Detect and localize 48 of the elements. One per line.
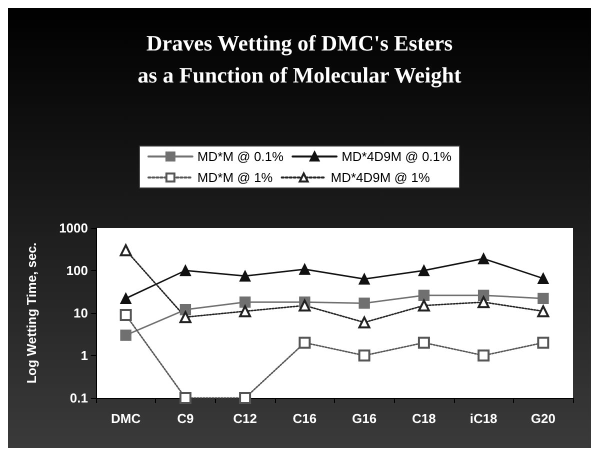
y-tick-label: 10 — [74, 306, 88, 320]
point — [537, 305, 550, 318]
point — [418, 264, 430, 276]
point — [538, 292, 549, 304]
x-tick-label: G16 — [352, 411, 377, 426]
legend-label: MD*4D9M @ 1% — [330, 170, 430, 185]
y-axis-title: Log Wetting Time, sec. — [24, 242, 39, 384]
point — [537, 336, 550, 349]
point — [120, 292, 132, 304]
x-tick-label: C16 — [292, 411, 317, 426]
x-tick-label: iC18 — [470, 411, 498, 426]
y-tick-label: 100 — [66, 263, 88, 278]
point — [120, 244, 132, 256]
x-tick-label: G20 — [530, 411, 556, 426]
y-tick-label: 0.1 — [70, 390, 88, 406]
legend-label: MD*4D9M @ 0.1% — [342, 149, 452, 164]
chart-title: Draves Wetting of DMC's Esters as a Function of Molecular Weight — [138, 30, 462, 88]
point — [358, 350, 370, 362]
point — [239, 270, 251, 282]
point — [358, 273, 370, 285]
x-tick-label: C18 — [412, 411, 436, 426]
point — [358, 316, 370, 328]
point — [120, 308, 132, 321]
point — [478, 296, 490, 308]
point — [239, 296, 251, 308]
legend-label: MD*M @ 1% — [197, 170, 274, 185]
point — [418, 336, 430, 349]
point — [299, 264, 310, 275]
point — [179, 392, 192, 404]
point — [180, 264, 192, 276]
y-tick-label: 1000 — [59, 220, 88, 236]
x-tick-label: DMC — [111, 411, 142, 426]
point — [179, 311, 192, 324]
point — [239, 392, 252, 404]
point — [298, 300, 311, 312]
legend-label: MD*M @ 0.1% — [197, 149, 284, 164]
point — [358, 298, 370, 309]
point — [298, 336, 311, 349]
point — [478, 253, 490, 264]
point — [418, 290, 430, 301]
point — [239, 305, 252, 318]
point — [478, 350, 490, 362]
point — [418, 300, 430, 312]
x-tick-label: C12 — [233, 411, 257, 426]
point — [120, 330, 132, 341]
point — [538, 272, 549, 284]
x-tick-label: C9 — [177, 411, 194, 426]
y-tick-label: 1 — [80, 348, 88, 363]
